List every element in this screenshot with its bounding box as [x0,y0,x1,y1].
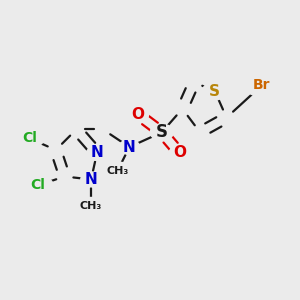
Text: CH₃: CH₃ [80,201,102,211]
Ellipse shape [101,162,134,179]
Ellipse shape [244,74,280,96]
Text: S: S [209,84,220,99]
Text: CH₃: CH₃ [106,166,129,176]
Text: N: N [123,140,136,154]
Text: Br: Br [253,78,271,92]
Ellipse shape [14,129,44,148]
Ellipse shape [128,107,148,122]
Text: Cl: Cl [22,131,37,145]
Text: N: N [85,172,98,187]
Ellipse shape [23,176,53,195]
Ellipse shape [169,146,190,160]
Ellipse shape [119,140,140,154]
Ellipse shape [150,124,173,141]
Ellipse shape [75,197,108,214]
Text: S: S [156,123,168,141]
Ellipse shape [202,82,227,100]
Text: Cl: Cl [31,178,46,192]
Text: N: N [91,146,103,160]
Ellipse shape [87,146,107,160]
Text: O: O [173,146,186,160]
Text: O: O [132,107,145,122]
Ellipse shape [81,172,101,187]
